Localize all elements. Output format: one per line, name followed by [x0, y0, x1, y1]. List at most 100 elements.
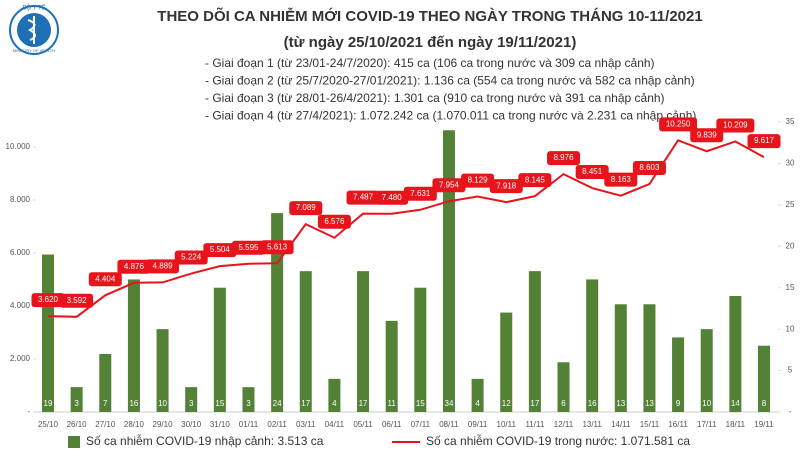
bar-label: 17 [359, 399, 368, 408]
bar [758, 345, 770, 412]
bar [156, 329, 169, 412]
line-label-bg [632, 161, 666, 176]
bar [213, 287, 226, 412]
line-label-bg [375, 190, 409, 205]
x-tick-label: 15/11 [640, 420, 660, 429]
bar-label: 13 [616, 399, 625, 408]
line-label-bg [575, 165, 609, 180]
y2-tick-label: 35 [786, 117, 795, 126]
x-tick-label: 06/11 [382, 420, 402, 429]
x-tick-label: 05/11 [353, 420, 373, 429]
x-tick-label: 09/11 [468, 420, 488, 429]
line-label: 8.603 [639, 163, 660, 172]
bar [729, 296, 742, 412]
bar [700, 329, 713, 412]
x-tick-label: 04/11 [325, 420, 345, 429]
line-label: 3.592 [67, 296, 88, 305]
line-label: 5.595 [238, 243, 259, 252]
bar [471, 378, 484, 412]
bar-label: 15 [416, 399, 425, 408]
line-label: 8.976 [554, 153, 575, 162]
line-label-bg [432, 178, 466, 193]
x-tick-label: 28/10 [124, 420, 145, 429]
line-label: 9.617 [754, 136, 775, 145]
bar [442, 130, 455, 413]
bar-label: 34 [445, 399, 454, 408]
x-tick-label: 18/11 [726, 420, 746, 429]
y-tick-label: 2.000 [10, 354, 31, 363]
line-label-bg [289, 201, 323, 216]
bar [185, 387, 198, 412]
logo-bottom: MINISTRY OF HEALTH [13, 48, 55, 53]
line-label-bg [60, 293, 94, 308]
bar [500, 312, 513, 412]
line-label: 4.876 [124, 262, 145, 271]
line-label: 10.209 [723, 121, 748, 130]
x-tick-label: 17/11 [697, 420, 717, 429]
line-label: 5.224 [181, 253, 202, 262]
bar [42, 254, 54, 412]
note: - Giai đoạn 2 (từ 25/7/2020-27/01/2021):… [205, 74, 695, 88]
x-tick-label: 08/11 [439, 420, 459, 429]
x-tick-label: 13/11 [582, 420, 602, 429]
y2-tick-label: 25 [786, 200, 795, 209]
line-label-bg [489, 179, 523, 194]
bar-label: 3 [189, 399, 194, 408]
line-label: 4.889 [153, 262, 174, 271]
x-tick-label: 07/11 [411, 420, 431, 429]
line-label-bg [317, 214, 351, 229]
x-tick-label: 16/11 [668, 420, 688, 429]
y-tick-label: 6.000 [10, 248, 31, 257]
bar-label: 4 [475, 399, 480, 408]
bar [127, 279, 140, 412]
x-tick-label: 19/11 [754, 420, 774, 429]
bar-label: 17 [530, 399, 539, 408]
y-tick-label: 4.000 [10, 301, 31, 310]
bar [299, 271, 312, 412]
line-label-bg [146, 259, 180, 274]
x-tick-label: 31/10 [210, 420, 231, 429]
x-tick-label: 11/11 [525, 420, 544, 429]
bar [70, 387, 83, 412]
x-tick-label: 10/11 [497, 420, 517, 429]
bar-label: 12 [502, 399, 511, 408]
bar-label: 10 [158, 399, 167, 408]
logo-top: BỘ Y TẾ [22, 5, 45, 12]
bar-label: 16 [588, 399, 597, 408]
line-label-bg [88, 272, 122, 287]
y2-tick-label: 20 [786, 241, 795, 250]
x-tick-label: 30/10 [181, 420, 202, 429]
note: - Giai đoạn 3 (từ 28/01-26/4/2021): 1.30… [205, 91, 665, 105]
chart-title: THEO DÕI CA NHIỄM MỚI COVID-19 THEO NGÀY… [157, 7, 702, 25]
line-label-bg [547, 151, 581, 166]
line-label: 5.613 [267, 242, 288, 251]
y2-tick-label: 30 [786, 159, 795, 168]
legend-swatch [68, 436, 80, 448]
line-label-bg [31, 293, 65, 308]
line-label: 7.089 [296, 203, 317, 212]
logo-snake [27, 19, 36, 41]
legend-label: Số ca nhiễm COVID-19 nhập cảnh: 3.513 ca [86, 433, 324, 448]
bar-label: 14 [731, 399, 740, 408]
x-tick-label: 29/10 [153, 420, 174, 429]
x-tick-label: 14/11 [611, 420, 631, 429]
bar [672, 337, 685, 412]
x-tick-label: 27/10 [95, 420, 116, 429]
line-label: 8.129 [468, 176, 489, 185]
bar-label: 19 [44, 399, 53, 408]
line-label-bg [716, 118, 755, 133]
x-tick-label: 25/10 [38, 420, 59, 429]
bar-label: 17 [301, 399, 310, 408]
bar [357, 271, 370, 412]
bar [586, 279, 599, 412]
line-label-bg [403, 186, 437, 201]
line-label: 9.839 [697, 130, 718, 139]
bar [643, 304, 656, 412]
line-label-bg [346, 190, 380, 205]
line [47, 139, 765, 318]
y2-tick-label: 10 [786, 324, 795, 333]
x-tick-label: 12/11 [554, 420, 574, 429]
y-tick-label: - [27, 407, 30, 416]
y2-tick-label: 5 [788, 366, 793, 375]
